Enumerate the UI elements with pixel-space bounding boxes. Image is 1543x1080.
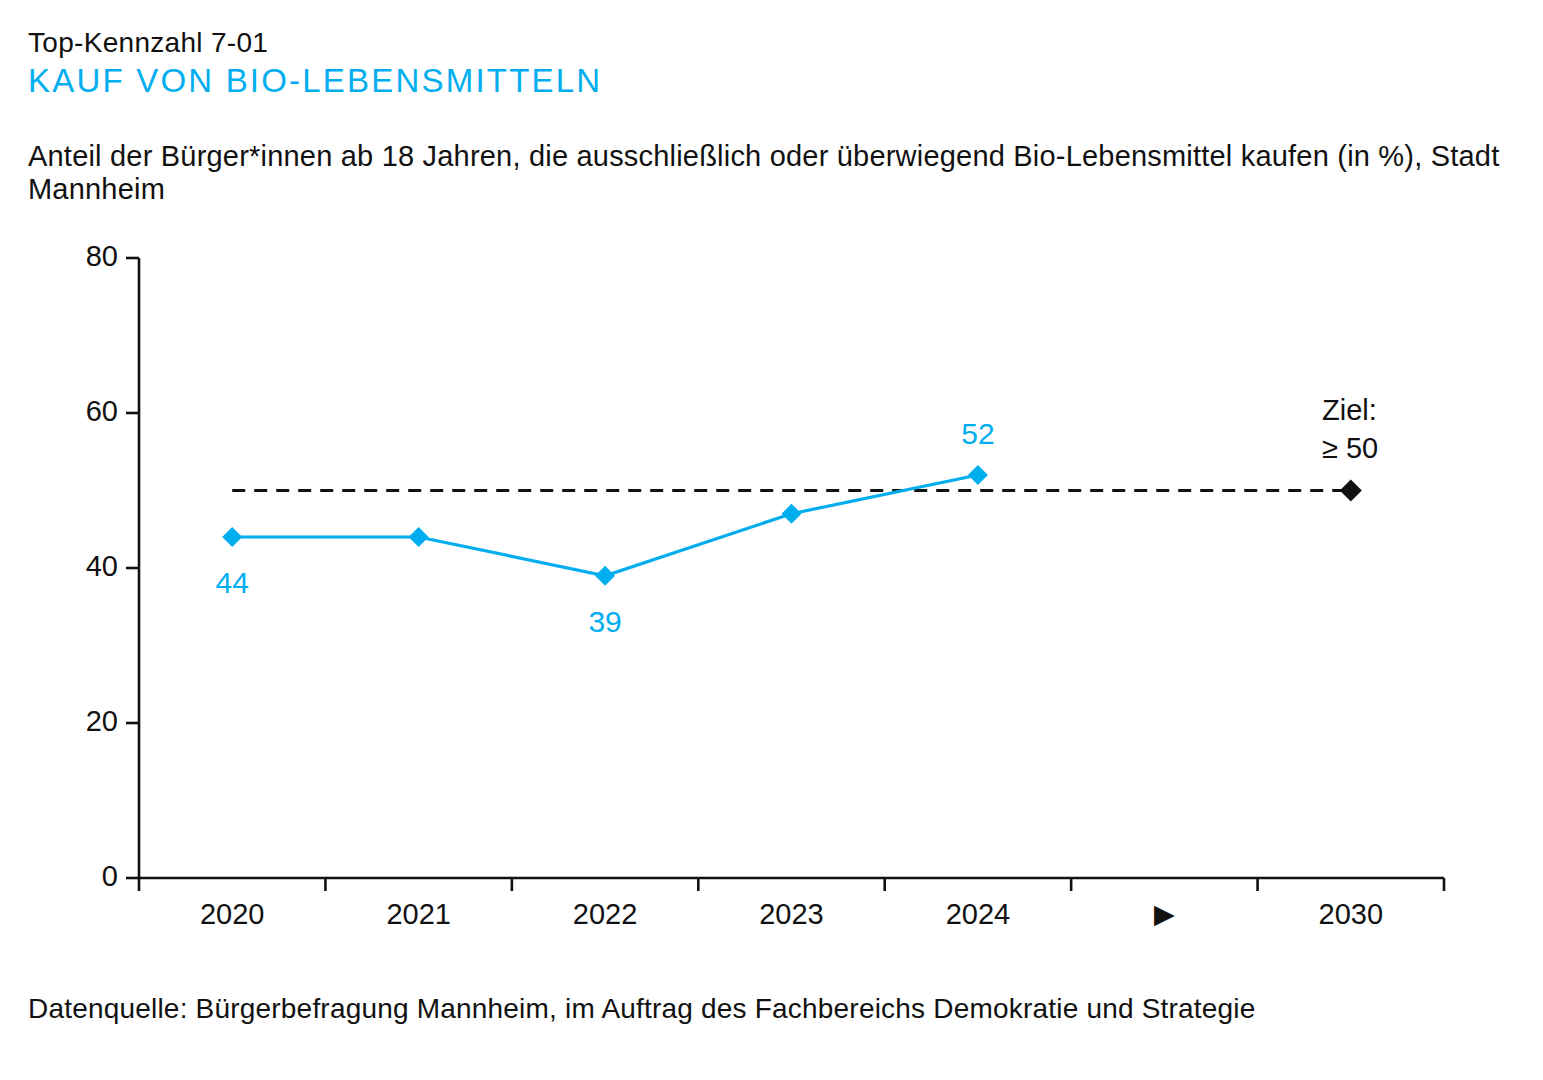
x-axis-label-2024: 2024 bbox=[903, 898, 1053, 931]
line-chart: 0 20 40 60 80 2020 2021 2022 2023 2024 ▶ 2030 Ziel:≥… bbox=[0, 0, 1543, 1080]
data-source-note: Datenquelle: Bürgerbefragung Mannheim, i… bbox=[28, 993, 1256, 1025]
target-label-line: Ziel: bbox=[1322, 391, 1378, 429]
value-label-2020: 44 bbox=[185, 566, 279, 600]
x-axis-arrow-icon: ▶ bbox=[1089, 898, 1239, 930]
data-point-2022 bbox=[595, 566, 615, 586]
y-axis-label-40: 40 bbox=[38, 550, 118, 583]
kennzahl-report-page: Top-Kennzahl 7-01 KAUF VON BIO-LEBENSMIT… bbox=[0, 0, 1543, 1080]
target-label: Ziel:≥ 50 bbox=[1322, 391, 1378, 467]
target-label-line: ≥ 50 bbox=[1322, 429, 1378, 467]
y-axis-label-0: 0 bbox=[38, 860, 118, 893]
target-marker bbox=[1340, 480, 1362, 502]
y-axis-label-80: 80 bbox=[38, 240, 118, 273]
x-axis-label-2020: 2020 bbox=[157, 898, 307, 931]
data-point-2020 bbox=[222, 527, 242, 547]
x-axis-label-2023: 2023 bbox=[717, 898, 867, 931]
data-point-2023 bbox=[782, 504, 802, 524]
y-axis-label-60: 60 bbox=[38, 395, 118, 428]
data-point-2024 bbox=[968, 465, 988, 485]
x-axis-label-2021: 2021 bbox=[344, 898, 494, 931]
x-axis-label-2022: 2022 bbox=[530, 898, 680, 931]
value-label-2022: 39 bbox=[558, 605, 652, 639]
y-axis-label-20: 20 bbox=[38, 705, 118, 738]
x-axis-label-2030: 2030 bbox=[1276, 898, 1426, 931]
data-point-2021 bbox=[409, 527, 429, 547]
value-label-2024: 52 bbox=[931, 417, 1025, 451]
